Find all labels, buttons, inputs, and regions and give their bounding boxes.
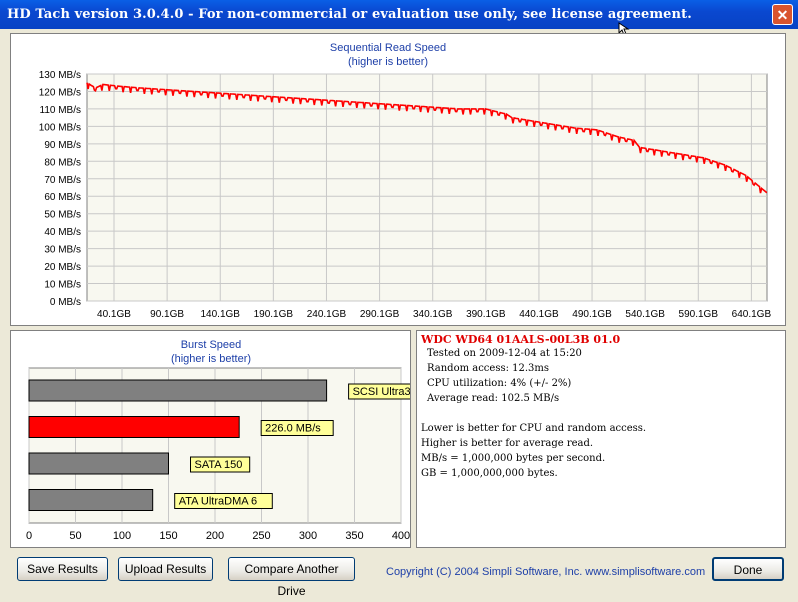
seq-y-tick-label: 90 MB/s <box>44 140 81 151</box>
random-access-text: Random access: 12.3ms <box>427 363 550 374</box>
seq-y-tick-label: 40 MB/s <box>44 227 81 238</box>
seq-y-tick-label: 60 MB/s <box>44 192 81 203</box>
close-icon: ✕ <box>776 7 789 23</box>
seq-x-tick-label: 190.1GB <box>254 309 294 320</box>
burst-bar-label: SATA 150 <box>195 459 243 471</box>
seq-x-tick-label: 440.1GB <box>519 309 559 320</box>
burst-bar <box>28 452 169 475</box>
burst-bar-label: SCSI Ultra320 <box>353 386 410 398</box>
seq-x-tick-label: 390.1GB <box>466 309 506 320</box>
note-lower-better: Lower is better for CPU and random acces… <box>421 423 647 434</box>
seq-plot-area <box>86 73 768 302</box>
seq-chart-subtitle: (higher is better) <box>348 56 428 68</box>
burst-speed-panel: Burst Speed (higher is better) SCSI Ultr… <box>10 330 441 548</box>
burst-x-tick-label: 400 <box>392 530 410 542</box>
note-mbs-definition: MB/s = 1,000,000 bytes per second. <box>421 453 606 464</box>
note-higher-better: Higher is better for average read. <box>421 438 594 449</box>
seq-y-tick-label: 100 MB/s <box>39 122 81 133</box>
burst-x-tick-label: 150 <box>159 530 177 542</box>
seq-y-tick-label: 0 MB/s <box>50 297 81 308</box>
seq-y-tick-label: 130 MB/s <box>39 70 81 81</box>
seq-y-tick-label: 120 MB/s <box>39 87 81 98</box>
burst-bar-label-box <box>174 493 273 509</box>
burst-x-tick-label: 300 <box>299 530 317 542</box>
burst-speed-chart: Burst Speed (higher is better) SCSI Ultr… <box>26 339 441 542</box>
burst-x-tick-label: 200 <box>206 530 224 542</box>
burst-x-tick-label: 100 <box>113 530 131 542</box>
burst-chart-subtitle: (higher is better) <box>171 353 251 365</box>
seq-x-tick-label: 40.1GB <box>97 309 131 320</box>
seq-x-tick-label: 490.1GB <box>572 309 612 320</box>
copyright-text: Copyright (C) 2004 Simpli Software, Inc.… <box>386 566 706 578</box>
burst-bar <box>28 489 154 511</box>
drive-model: WDC WD64 01AALS-00L3B 01.0 <box>421 333 621 346</box>
compare-another-drive-button[interactable]: Compare Another Drive <box>228 557 355 598</box>
done-button[interactable]: Done <box>712 557 784 581</box>
seq-y-tick-label: 30 MB/s <box>44 245 81 256</box>
seq-x-tick-label: 590.1GB <box>679 309 719 320</box>
drive-info-panel: WDC WD64 01AALS-00L3B 01.0 Tested on 200… <box>416 330 786 548</box>
seq-chart-title: Sequential Read Speed <box>330 42 446 54</box>
seq-y-tick-label: 70 MB/s <box>44 175 81 186</box>
burst-x-tick-label: 0 <box>26 530 32 542</box>
tested-on-text: Tested on 2009-12-04 at 15:20 <box>427 348 582 359</box>
note-gb-definition: GB = 1,000,000,000 bytes. <box>421 468 558 479</box>
burst-x-tick-label: 250 <box>252 530 270 542</box>
seq-x-tick-label: 290.1GB <box>360 309 400 320</box>
seq-y-tick-label: 50 MB/s <box>44 210 81 221</box>
save-results-button[interactable]: Save Results <box>17 557 108 581</box>
burst-chart-title: Burst Speed <box>181 339 242 351</box>
seq-x-tick-label: 140.1GB <box>200 309 240 320</box>
burst-bar-label: 226.0 MB/s <box>265 423 321 435</box>
seq-y-tick-label: 110 MB/s <box>40 105 82 116</box>
burst-x-tick-label: 350 <box>345 530 363 542</box>
burst-x-tick-label: 50 <box>69 530 81 542</box>
seq-x-tick-label: 340.1GB <box>413 309 453 320</box>
burst-bar-label-box <box>260 420 334 436</box>
average-read-text: Average read: 102.5 MB/s <box>427 393 560 404</box>
sequential-read-chart: Sequential Read Speed (higher is better)… <box>39 42 772 320</box>
seq-y-tick-label: 20 MB/s <box>44 262 81 273</box>
title-bar[interactable]: HD Tach version 3.0.4.0 - For non-commer… <box>0 0 798 29</box>
seq-y-tick-label: 10 MB/s <box>44 280 81 291</box>
seq-x-tick-label: 240.1GB <box>307 309 347 320</box>
upload-results-button[interactable]: Upload Results <box>118 557 213 581</box>
burst-bar-label: ATA UltraDMA 6 <box>179 496 257 508</box>
seq-x-tick-label: 640.1GB <box>732 309 772 320</box>
burst-bar-label-box <box>190 456 251 473</box>
sequential-read-panel: Sequential Read Speed (higher is better)… <box>10 33 786 326</box>
seq-x-tick-label: 90.1GB <box>150 309 184 320</box>
seq-x-tick-label: 540.1GB <box>625 309 665 320</box>
close-button[interactable]: ✕ <box>772 4 793 25</box>
seq-y-tick-label: 80 MB/s <box>44 157 81 168</box>
window-title: HD Tach version 3.0.4.0 - For non-commer… <box>7 7 692 22</box>
burst-bar <box>28 416 240 438</box>
seq-read-line <box>86 82 768 194</box>
cpu-utilization-text: CPU utilization: 4% (+/- 2%) <box>427 378 572 389</box>
burst-bar <box>28 379 328 402</box>
